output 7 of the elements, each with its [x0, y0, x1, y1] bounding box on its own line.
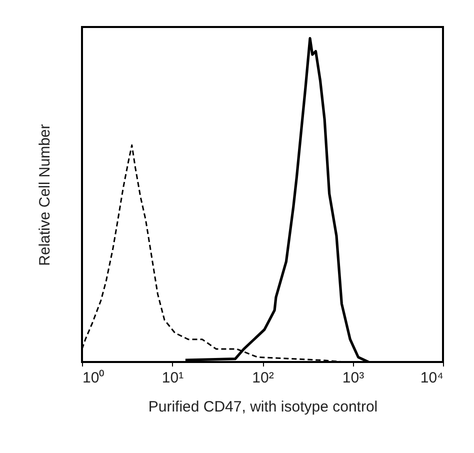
- x-axis-title: Purified CD47, with isotype control: [148, 398, 378, 416]
- x-tick-label: 10³: [342, 370, 364, 386]
- x-tick-label: 10¹: [162, 370, 184, 386]
- x-tick-label: 10⁴: [420, 370, 444, 386]
- y-axis-title: Relative Cell Number: [36, 124, 54, 266]
- x-tick-label: 10⁰: [82, 370, 104, 386]
- x-tick-label: 10²: [252, 370, 274, 386]
